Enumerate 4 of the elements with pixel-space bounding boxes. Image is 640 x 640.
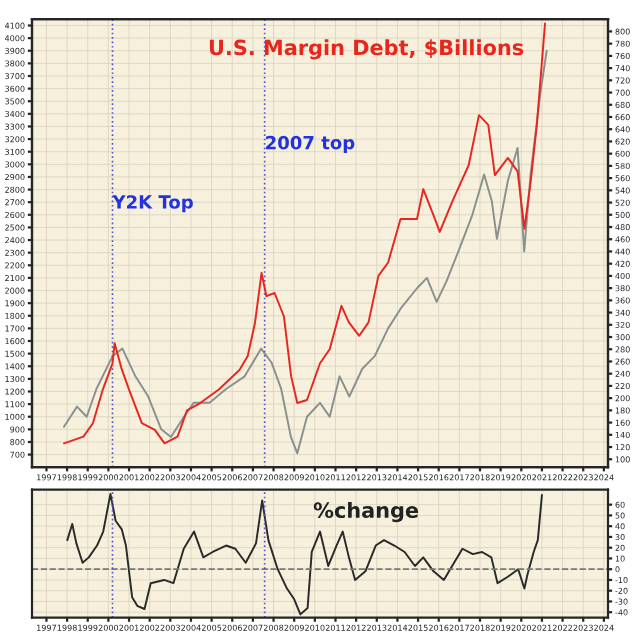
text: U.S. Margin Debt, $Billions [209,39,524,60]
annotation: Y2K Top [112,195,193,213]
annotation: 2007 top [266,135,355,153]
text: %change [313,501,419,523]
